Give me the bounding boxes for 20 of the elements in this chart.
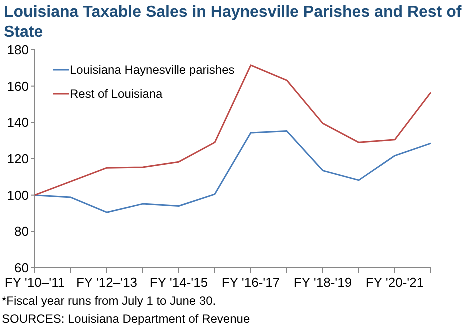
y-tick-label: 120 <box>7 152 29 167</box>
chart-title: Louisiana Taxable Sales in Haynesville Parishes and Rest of State <box>4 4 462 41</box>
x-tick-label: FY '12–'13 <box>76 275 138 290</box>
y-tick-label: 160 <box>7 78 29 94</box>
line-series <box>34 130 432 214</box>
y-tick-label: 100 <box>7 188 29 203</box>
x-tick-label: FY '10–'11 <box>4 275 66 290</box>
text: *Fiscal year runs from July 1 to June 30. <box>2 294 216 308</box>
source-note: SOURCES: Louisiana Department of Revenue <box>2 312 250 326</box>
y-tick-label: 60 <box>14 260 29 276</box>
y-tick-label: 140 <box>7 115 29 130</box>
x-tick-label: FY '20-'21 <box>366 275 424 290</box>
legend-label: Louisiana Haynesville parishes <box>70 63 235 78</box>
legend-label: Rest of Louisiana <box>70 87 164 102</box>
x-tick-label: FY '14-'15 <box>150 275 208 290</box>
x-tick-label: FY '16-'17 <box>222 275 280 290</box>
x-tick-label: FY '18-'19 <box>294 275 352 290</box>
y-tick-label: 180 <box>7 42 29 58</box>
line-series <box>34 64 432 196</box>
y-tick-label: 80 <box>14 224 29 240</box>
